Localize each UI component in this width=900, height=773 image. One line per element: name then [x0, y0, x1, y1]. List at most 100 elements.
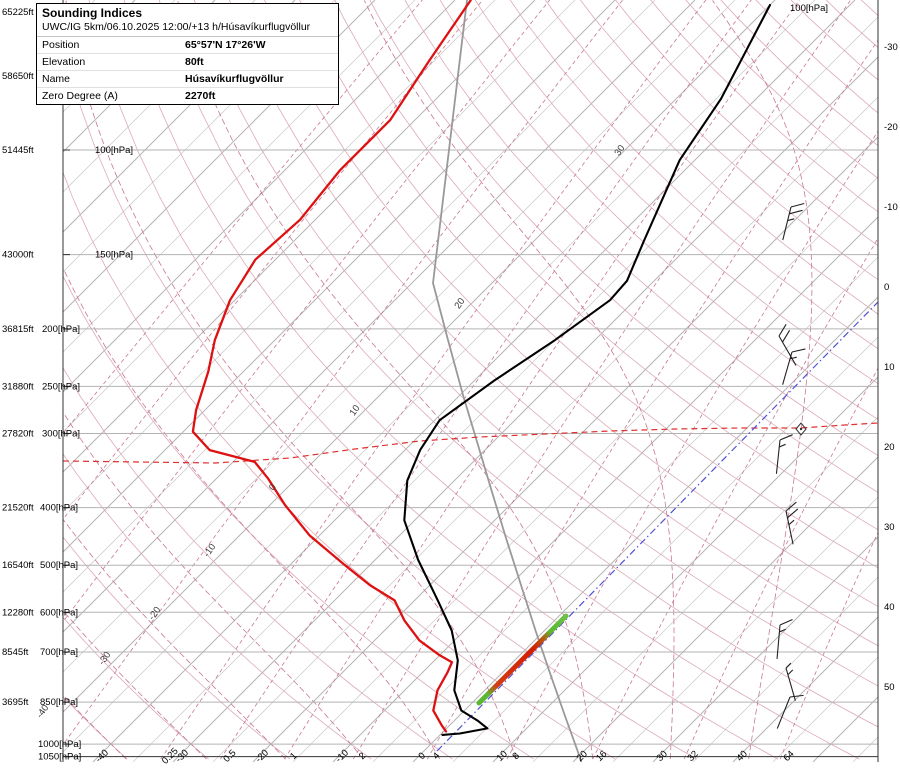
- dry-adiabat-line: [790, 0, 878, 81]
- isotherm-line: [292, 176, 878, 762]
- pressure-label: 250[hPa]: [42, 381, 80, 392]
- barb-tick: [787, 218, 795, 222]
- adiabat-inline-label: 20: [452, 296, 467, 311]
- panel-title: Sounding Indices: [42, 6, 143, 20]
- moist-adiabat-line: [63, 610, 207, 760]
- isotherm-line: [612, 496, 878, 762]
- right-temperature-label: 30: [884, 522, 895, 533]
- bottom-temperature-label: 40: [735, 749, 750, 764]
- barb-tick: [789, 209, 803, 215]
- isotherm-line: [63, 0, 536, 473]
- barb-staff: [782, 351, 793, 385]
- dry-adiabat-line: [876, 0, 900, 759]
- right-temperature-label: 20: [884, 442, 895, 453]
- altitude-label: 16540ft: [2, 560, 34, 571]
- wind-barb: [776, 618, 793, 659]
- panel-subtitle: UWC/IG 5km/06.10.2025 12:00/+13 h/Húsaví…: [37, 21, 338, 37]
- barb-tick: [782, 330, 791, 343]
- dry-adiabat-line: [63, 367, 453, 760]
- dry-adiabat-line: [685, 0, 878, 179]
- dry-adiabat-line: [0, 0, 46, 759]
- indices-row-value: 65°57'N 17°26'W: [185, 39, 266, 51]
- barb-tick: [790, 202, 805, 208]
- isotherm-line: [893, 0, 900, 762]
- isotherm-line: [692, 576, 878, 762]
- mixing-ratio-line: [592, 237, 878, 760]
- bottom-temperature-label: -10: [333, 747, 350, 764]
- isotherm-line: [63, 0, 776, 713]
- barb-staff: [776, 624, 781, 659]
- bottom-temperature-label: 0: [416, 750, 428, 762]
- isotherm-line: [63, 0, 456, 393]
- pressure-label: 850[hPa]: [40, 697, 78, 708]
- barb-staff: [776, 696, 791, 729]
- dry-adiabat-line: [264, 0, 878, 607]
- pressure-label: 300[hPa]: [42, 428, 80, 439]
- indices-row-value: Húsavíkurflugvöllur: [185, 73, 284, 85]
- dry-adiabat-line: [650, 0, 878, 213]
- altitude-label: 12280ft: [2, 607, 34, 618]
- isotherm-line: [172, 56, 878, 762]
- isotherm-line: [63, 0, 416, 353]
- dry-adiabat-line: [63, 696, 128, 760]
- barb-tick: [787, 508, 799, 519]
- indices-row: Elevation 80ft: [37, 54, 338, 71]
- mixing-ratio-line: [683, 367, 878, 760]
- bottom-temperature-label: 30: [655, 749, 670, 764]
- indices-row-label: Elevation: [42, 56, 86, 68]
- right-temperature-label: 40: [884, 602, 895, 613]
- mixing-ratio-line: [63, 0, 423, 434]
- right-temperature-label: 10: [884, 362, 895, 373]
- altitude-label: 58650ft: [2, 71, 34, 82]
- pressure-label: 200[hPa]: [42, 324, 80, 335]
- isotherm-line: [532, 416, 878, 762]
- moist-adiabat-line: [177, 0, 594, 760]
- adiabat-inline-label: -10: [202, 542, 219, 560]
- mixing-ratio-line: [63, 0, 624, 746]
- isotherm-line: [63, 0, 296, 233]
- mixing-ratio-label: 8: [510, 750, 522, 762]
- barb-tick: [785, 662, 792, 669]
- isotherm-line: [212, 96, 878, 762]
- dry-adiabat-line: [615, 0, 878, 247]
- tropopause-line: [63, 422, 878, 464]
- indices-row: Zero Degree (A) 2270ft: [37, 88, 338, 104]
- mixing-ratio-label: 2: [357, 750, 369, 762]
- isotherm-line: [452, 336, 878, 762]
- indices-row-value: 80ft: [185, 56, 204, 68]
- level-marker-icon: [795, 422, 807, 436]
- isotherm-line: [372, 256, 878, 762]
- mixing-ratio-line: [352, 0, 852, 760]
- altitude-label: 21520ft: [2, 503, 34, 514]
- barb-tick: [785, 501, 797, 512]
- isotherm-line: [63, 0, 496, 433]
- isotherm-line: [63, 0, 736, 673]
- adiabat-inline-label: -20: [147, 605, 164, 623]
- bottom-temperature-label: -20: [253, 747, 270, 764]
- wind-barb: [782, 202, 805, 241]
- pressure-label: 500[hPa]: [40, 560, 78, 571]
- isotherm-line: [572, 456, 878, 762]
- barb-tick: [778, 323, 787, 337]
- isotherm-line: [252, 136, 878, 762]
- adiabat-inline-label: 10: [347, 403, 362, 418]
- barb-tick: [779, 443, 786, 448]
- barb-tick: [779, 434, 793, 441]
- altitude-label: 3695ft: [2, 697, 29, 708]
- dry-adiabat-line: [439, 0, 878, 420]
- altitude-label: 27820ft: [2, 428, 34, 439]
- wind-barb: [775, 434, 793, 474]
- bottom-temperature-label: 10: [495, 749, 510, 764]
- wind-barb: [778, 323, 797, 366]
- altitude-label: 8545ft: [2, 647, 29, 658]
- pressure-label: 400[hPa]: [40, 503, 78, 514]
- mixing-ratio-label: 4: [431, 750, 443, 762]
- barb-tick: [788, 519, 795, 526]
- indices-table: Position 65°57'N 17°26'W Elevation 80ft Name…: [37, 37, 338, 104]
- mixing-ratio-line: [426, 39, 878, 760]
- isotherm-line: [63, 0, 696, 633]
- wind-barb: [785, 662, 796, 701]
- indices-row-label: Position: [42, 39, 80, 51]
- barb-tick: [779, 618, 793, 626]
